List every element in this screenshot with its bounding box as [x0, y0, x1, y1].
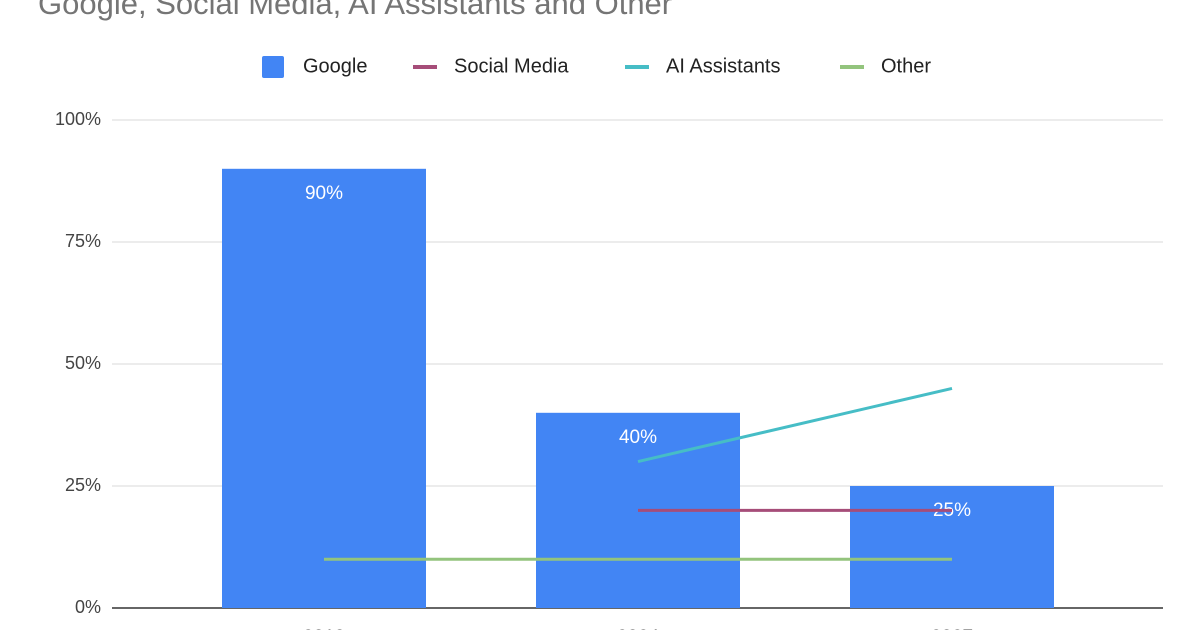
x-tick-label: 2027: [931, 627, 973, 630]
y-tick-label: 0%: [75, 597, 101, 617]
bar: [222, 168, 426, 609]
data-label: 40%: [619, 427, 657, 448]
legend-label: Google: [303, 55, 368, 77]
y-tick-label: 75%: [65, 231, 101, 251]
legend-label: AI Assistants: [666, 55, 781, 77]
x-tick-label: 2019: [303, 627, 345, 630]
y-tick-label: 50%: [65, 353, 101, 373]
data-label: 25%: [933, 500, 971, 521]
y-tick-label: 25%: [65, 475, 101, 495]
y-tick-label: 100%: [55, 109, 101, 129]
legend-label: Other: [881, 55, 931, 77]
chart-title: Google, Social Media, AI Assistants and …: [38, 0, 672, 21]
line-series: [637, 386, 953, 464]
legend-label: Social Media: [454, 55, 569, 77]
data-label: 90%: [305, 183, 343, 204]
x-tick-label: 2024: [617, 627, 660, 630]
bar: [850, 486, 1054, 608]
legend-swatch: [262, 56, 284, 78]
